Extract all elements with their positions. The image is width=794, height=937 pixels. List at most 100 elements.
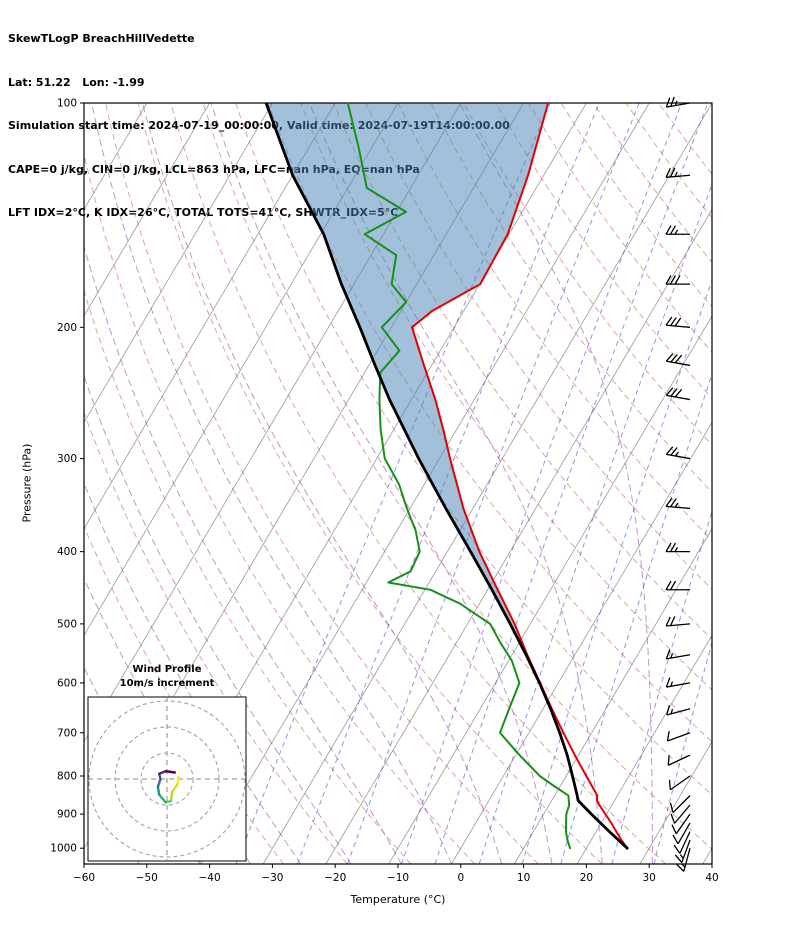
isotherm-line <box>325 208 712 864</box>
wind-barb <box>665 225 690 235</box>
dry-adiabat-line <box>462 103 712 446</box>
isotherm-line <box>388 315 712 864</box>
hodograph-trace-segment <box>157 793 167 804</box>
wind-barb <box>665 616 691 627</box>
temp-tick-label: −50 <box>136 872 158 884</box>
wind-barb-column <box>665 96 691 872</box>
wind-barb <box>665 677 691 688</box>
wind-barb <box>665 446 691 460</box>
dry-adiabat-line <box>560 103 712 308</box>
temp-tick-label: 40 <box>705 872 718 884</box>
dry-adiabat-line <box>658 103 712 175</box>
y-axis-label: Pressure (hPa) <box>20 443 34 523</box>
moist-adiabat-line <box>84 374 352 864</box>
wind-barb <box>673 831 691 854</box>
mixing-ratio-line <box>653 640 712 864</box>
wind-barb <box>668 775 691 791</box>
dry-adiabat-line <box>105 103 539 864</box>
dry-adiabat-line <box>137 103 603 864</box>
hodograph-ring <box>140 752 194 806</box>
wind-barb <box>669 795 691 814</box>
isotherm-line <box>199 103 650 864</box>
temp-tick-label: −20 <box>324 872 346 884</box>
hodograph-trace-segment <box>176 775 180 786</box>
moist-adiabat-line <box>91 103 452 864</box>
dry-adiabat-line <box>235 103 712 796</box>
pressure-tick-label: 500 <box>57 618 77 630</box>
hodograph-trace-segment <box>164 770 177 774</box>
dry-adiabat-line <box>202 103 712 850</box>
mixing-ratio-line <box>611 509 712 864</box>
mixing-ratio-line <box>478 183 712 864</box>
hodograph-ring <box>88 700 246 858</box>
temp-tick-label: −40 <box>199 872 221 884</box>
parcel-curve <box>264 103 629 850</box>
x-axis-label: Temperature (°C) <box>350 893 446 906</box>
isotherm-line <box>84 103 273 424</box>
dry-adiabat-line <box>593 103 712 263</box>
wind-barb <box>665 497 691 510</box>
hodograph-ring <box>114 726 220 832</box>
dewpoint-curve <box>346 103 572 850</box>
dry-adiabat-line <box>170 103 667 864</box>
isotherm-line <box>84 103 210 317</box>
hodograph-inset <box>87 696 247 862</box>
pressure-tick-label: 100 <box>57 98 77 110</box>
pressure-tick-label: 700 <box>57 727 77 739</box>
hodograph-trace-segment <box>156 777 162 788</box>
pressure-tick-label: 400 <box>57 546 77 558</box>
wind-barb <box>667 754 691 766</box>
wind-barb <box>665 542 690 553</box>
temp-tick-label: 0 <box>457 872 464 884</box>
moist-adiabat-line <box>84 244 402 864</box>
temp-tick-label: −30 <box>261 872 283 884</box>
hodograph-trace-segment <box>169 790 174 803</box>
wind-barb <box>665 649 691 660</box>
wind-barb <box>665 96 691 108</box>
cin-shaded-area <box>266 103 549 661</box>
pressure-tick-label: 1000 <box>50 843 77 855</box>
dry-adiabat-line <box>495 103 712 399</box>
wind-barb <box>674 839 691 863</box>
isotherm-line <box>84 103 336 530</box>
profile-curves <box>264 103 629 850</box>
moist-adiabat-line <box>459 103 653 864</box>
hodograph-title-line1: Wind Profile <box>132 664 202 675</box>
latlon-line: Lat: 51.22 Lon: -1.99 <box>8 75 145 89</box>
wind-barb <box>666 731 691 742</box>
hodograph-title: Wind Profile 10m/s increment <box>88 663 246 691</box>
wind-barb <box>666 705 691 716</box>
isotherm-line <box>262 103 712 864</box>
pressure-tick-label: 900 <box>57 809 77 821</box>
mixing-ratio-line <box>347 103 640 864</box>
dry-adiabat-line <box>84 152 475 864</box>
hodograph-title-line2: 10m/s increment <box>119 678 215 689</box>
temp-tick-label: 20 <box>580 872 593 884</box>
temp-tick-label: −10 <box>387 872 409 884</box>
page-title: SkewTLogP BreachHillVedette <box>8 32 195 45</box>
wind-barb <box>676 848 691 872</box>
wind-barb <box>665 316 691 328</box>
wind-barb <box>671 813 691 835</box>
dry-adiabat-line <box>527 103 712 353</box>
wind-barb <box>665 353 691 367</box>
hodograph-trace-segment <box>170 783 179 794</box>
pressure-tick-label: 200 <box>57 322 77 334</box>
mixing-ratio-line <box>560 372 712 864</box>
temp-tick-label: −60 <box>73 872 95 884</box>
hodograph-trace-segment <box>156 785 161 796</box>
isotherm-line <box>84 103 85 104</box>
dry-adiabat-line <box>84 289 412 864</box>
pressure-tick-label: 600 <box>57 677 77 689</box>
wind-barb <box>665 387 691 401</box>
moist-adiabat-line <box>142 103 503 864</box>
wind-barb <box>665 275 690 285</box>
wind-barb <box>670 804 691 824</box>
pressure-tick-label: 300 <box>57 453 77 465</box>
temperature-curve <box>411 103 629 850</box>
temp-tick-label: 10 <box>517 872 530 884</box>
temp-tick-label: 30 <box>643 872 656 884</box>
wind-barb <box>665 167 691 178</box>
